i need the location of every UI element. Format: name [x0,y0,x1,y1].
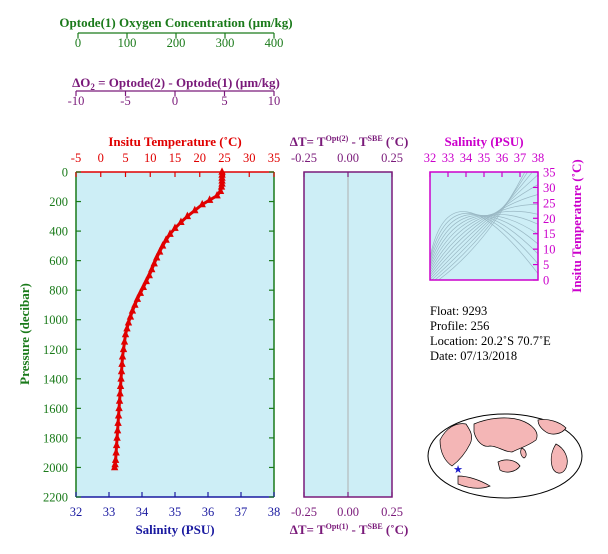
temperature-axis-label: Insitu Temperature (˚C) [108,134,241,149]
main-panel-background [76,172,274,497]
density-contour [431,172,533,280]
pressure-axis-label: Pressure (decibar) [17,283,32,385]
delta-o2-axis-label: ΔO2 = Optode(2) - Optode(1) (µm/kg) [72,75,280,92]
ts-salinity-tick-label: 32 [424,151,437,165]
ts-temperature-tick-label: 0 [543,274,549,288]
ts-temperature-tick-label: 5 [543,258,549,272]
pressure-tick-label: 1600 [43,402,68,416]
pressure-tick-label: 800 [49,284,68,298]
delta-o2-tick-label: 10 [268,94,281,108]
density-contour [430,215,538,267]
density-contour [430,184,538,278]
salinity-tick-label: 35 [169,505,182,519]
ts-temperature-tick-label: 30 [543,181,556,195]
ts-salinity-tick-label: 36 [496,151,509,165]
delta-t-bottom-tick-label: 0.25 [381,505,403,519]
density-contour [430,214,538,262]
delta-o2-tick-label: 0 [172,94,178,108]
oxygen-tick-label: 300 [216,36,235,50]
salinity-tick-label: 33 [103,505,116,519]
pressure-tick-label: 2000 [43,461,68,475]
ts-temperature-tick-label: 25 [543,196,556,210]
temperature-tick-label: 5 [122,151,128,165]
delta-o2-axis: ΔO2 = Optode(2) - Optode(1) (µm/kg) -10 -… [68,75,281,108]
salinity-axis-label: Salinity (PSU) [135,522,214,537]
density-contour [430,210,538,271]
main-panel: Insitu Temperature (˚C) Salinity (PSU) P… [17,134,280,537]
ts-salinity-tick-label: 37 [514,151,527,165]
oxygen-tick-label: 0 [75,36,81,50]
ts-panel: Salinity (PSU) Insitu Temperature (˚C) 3… [424,134,584,293]
ts-temperature-tick-label: 10 [543,243,556,257]
profile-number: Profile: 256 [430,319,490,333]
ts-temperature-label: Insitu Temperature (˚C) [569,159,584,292]
salinity-tick-label: 38 [268,505,281,519]
pressure-tick-label: 1400 [43,372,68,386]
ts-salinity-label: Salinity (PSU) [444,134,523,149]
world-map: ★ [427,413,583,499]
oxygen-tick-label: 100 [118,36,137,50]
delta-t-bottom-tick-label: -0.25 [291,505,317,519]
location: Location: 20.2˚S 70.7˚E [430,334,551,348]
delta-o2-tick-label: -5 [120,94,130,108]
delta-t-top-tick-label: 0.25 [381,151,403,165]
ts-temperature-tick-label: 35 [543,166,556,180]
oxygen-tick-label: 400 [265,36,284,50]
ts-salinity-tick-label: 38 [532,151,545,165]
date: Date: 07/13/2018 [430,349,518,363]
temperature-profile-line [113,172,224,468]
ts-panel-background [430,172,538,280]
salinity-tick-label: 37 [235,505,248,519]
density-contour [430,194,538,276]
temperature-tick-label: 0 [98,151,104,165]
delta-t-top-tick-label: 0.00 [337,151,359,165]
salinity-tick-label: 36 [202,505,215,519]
temperature-tick-label: 25 [218,151,231,165]
pressure-tick-label: 400 [49,225,68,239]
density-contour [430,212,538,265]
oxygen-axis-label: Optode(1) Oxygen Concentration (µm/kg) [59,15,292,30]
temperature-tick-label: 30 [243,151,256,165]
density-contour [430,204,538,273]
pressure-tick-label: 1000 [43,313,68,327]
delta-t-bottom-tick-label: 0.00 [337,505,359,519]
density-contour [434,172,528,280]
pressure-tick-label: 600 [49,254,68,268]
temperature-tick-label: 15 [169,151,182,165]
temperature-tick-label: 20 [194,151,207,165]
density-contour [430,215,538,265]
oxygen-axis: Optode(1) Oxygen Concentration (µm/kg) 0… [59,15,292,50]
float-location-marker: ★ [453,464,463,476]
temperature-tick-label: 35 [268,151,281,165]
delta-o2-tick-label: 5 [221,94,227,108]
density-contour [430,211,538,274]
float-id: Float: 9293 [430,304,488,318]
pressure-tick-label: 2200 [43,491,68,505]
salinity-tick-label: 32 [70,505,83,519]
delta-o2-tick-label: -10 [68,94,85,108]
temperature-tick-label: 10 [144,151,157,165]
pressure-tick-label: 1800 [43,431,68,445]
ts-salinity-tick-label: 33 [442,151,455,165]
pressure-tick-label: 0 [62,166,68,180]
ts-temperature-tick-label: 15 [543,227,556,241]
salinity-tick-label: 34 [136,505,149,519]
delta-t-top-label: ΔT= TOpt(2) - TSBE (˚C) [290,134,409,149]
pressure-tick-label: 200 [49,195,68,209]
oxygen-tick-label: 200 [167,36,186,50]
ts-salinity-tick-label: 35 [478,151,491,165]
density-contour [430,174,538,280]
delta-t-panel: ΔT= TOpt(2) - TSBE (˚C) ΔT= TOpt(1) - TS… [290,134,409,537]
temperature-tick-label: -5 [71,151,81,165]
pressure-tick-label: 1200 [43,343,68,357]
delta-t-top-tick-label: -0.25 [291,151,317,165]
density-contour [437,172,526,280]
delta-t-bottom-label: ΔT= TOpt(1) - TSBE (˚C) [290,522,409,537]
float-info: Float: 9293 Profile: 256 Location: 20.2˚… [430,304,551,364]
ts-temperature-tick-label: 20 [543,212,556,226]
ts-salinity-tick-label: 34 [460,151,473,165]
density-contour [430,213,538,269]
map-land [439,417,568,489]
